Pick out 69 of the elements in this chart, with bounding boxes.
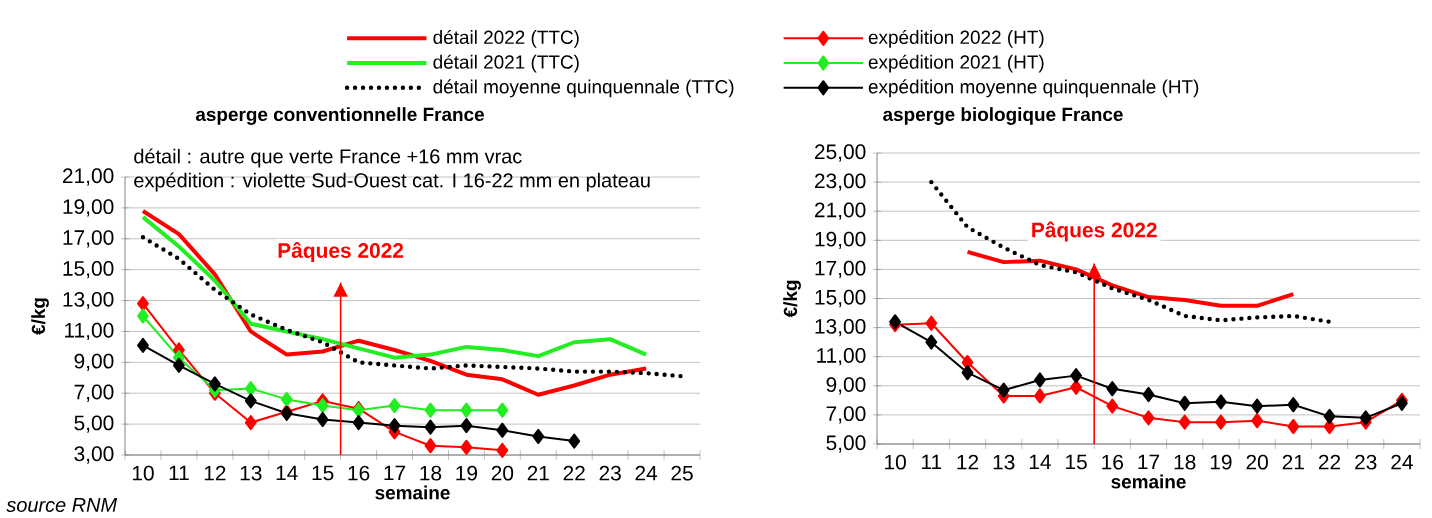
y-tick-label: 15,00 xyxy=(815,289,866,308)
x-tick-label: 14 xyxy=(1029,454,1051,470)
x-tick-label: 12 xyxy=(204,465,226,481)
y-tick-label: 23,00 xyxy=(815,173,866,191)
y-axis-title: €/kg xyxy=(31,298,49,335)
x-tick-label: 17 xyxy=(384,465,406,481)
x-tick-label: 22 xyxy=(1318,454,1341,470)
x-tick-label: 24 xyxy=(635,465,658,481)
y-tick-label: 15,00 xyxy=(63,261,114,279)
y-tick-label: 3,00 xyxy=(74,446,114,464)
x-tick-label: 21 xyxy=(527,465,549,481)
annotation: expédition : violette Sud-Ouest cat. I 16-22 mm en plateau xyxy=(134,172,650,192)
x-tick-label: 25 xyxy=(671,465,693,481)
legend-label: détail 2021 (TTC) xyxy=(433,54,579,73)
x-tick-label: 10 xyxy=(885,454,906,470)
x-tick-label: 18 xyxy=(420,465,442,481)
y-tick-label: 9,00 xyxy=(826,377,866,395)
x-tick-label: 20 xyxy=(491,465,514,481)
legend-label: détail moyenne quinquennale (TTC) xyxy=(433,79,734,98)
chart-title: asperge conventionnelle France xyxy=(195,107,484,125)
x-tick-label: 15 xyxy=(1066,454,1087,470)
x-tick-label: 16 xyxy=(348,465,370,481)
y-tick-label: 17,00 xyxy=(63,230,114,248)
y-tick-label: 13,00 xyxy=(63,291,114,310)
y-tick-label: 5,00 xyxy=(74,415,114,433)
x-tick-label: 24 xyxy=(1391,454,1413,470)
y-tick-label: 19,00 xyxy=(815,231,866,249)
x-tick-label: 11 xyxy=(922,454,942,470)
y-tick-label: 19,00 xyxy=(63,199,114,217)
x-axis-title: semaine xyxy=(1111,474,1186,489)
x-tick-label: 16 xyxy=(1102,454,1124,470)
y-tick-label: 11,00 xyxy=(65,322,114,341)
x-tick-label: 19 xyxy=(456,465,478,481)
y-axis-title: €/kg xyxy=(783,280,801,318)
legend-label: expédition 2022 (HT) xyxy=(868,29,1044,48)
x-axis-title: semaine xyxy=(375,485,450,500)
y-tick-label: 21,00 xyxy=(815,202,866,220)
x-tick-label: 13 xyxy=(993,454,1015,470)
chart-title: asperge biologique France xyxy=(883,107,1123,125)
source-note: source RNM xyxy=(6,498,118,512)
y-tick-label: 21,00 xyxy=(63,168,114,186)
y-tick-label: 11,00 xyxy=(817,348,866,366)
x-tick-label: 11 xyxy=(169,465,189,481)
y-tick-label: 13,00 xyxy=(815,318,866,337)
x-tick-label: 15 xyxy=(312,465,334,481)
x-tick-label: 13 xyxy=(240,465,262,481)
x-tick-label: 10 xyxy=(132,465,154,481)
x-tick-label: 17 xyxy=(1138,454,1160,470)
x-tick-label: 23 xyxy=(1355,454,1377,470)
y-tick-label: 7,00 xyxy=(826,406,866,424)
legend-label: expédition moyenne quinquennale (HT) xyxy=(868,79,1199,98)
ref-line-label: Pâques 2022 xyxy=(278,242,404,263)
y-tick-label: 9,00 xyxy=(74,353,114,371)
x-tick-label: 21 xyxy=(1282,454,1304,470)
legend-label: expédition 2021 (HT) xyxy=(868,54,1044,73)
x-tick-label: 20 xyxy=(1246,454,1268,470)
text: détail : autre que verte France +16 mm vrac xyxy=(134,148,522,168)
x-tick-label: 12 xyxy=(957,454,979,470)
x-tick-label: 19 xyxy=(1210,454,1232,470)
x-tick-label: 18 xyxy=(1174,454,1196,470)
legend-label: détail 2022 (TTC) xyxy=(433,29,579,48)
y-tick-label: 17,00 xyxy=(815,260,866,279)
y-tick-label: 5,00 xyxy=(826,435,866,453)
ref-line-label: Pâques 2022 xyxy=(1032,221,1157,242)
y-tick-label: 7,00 xyxy=(74,384,114,402)
y-tick-label: 25,00 xyxy=(815,144,866,162)
x-tick-label: 23 xyxy=(599,465,621,481)
x-tick-label: 22 xyxy=(563,465,585,481)
x-tick-label: 14 xyxy=(276,465,298,481)
